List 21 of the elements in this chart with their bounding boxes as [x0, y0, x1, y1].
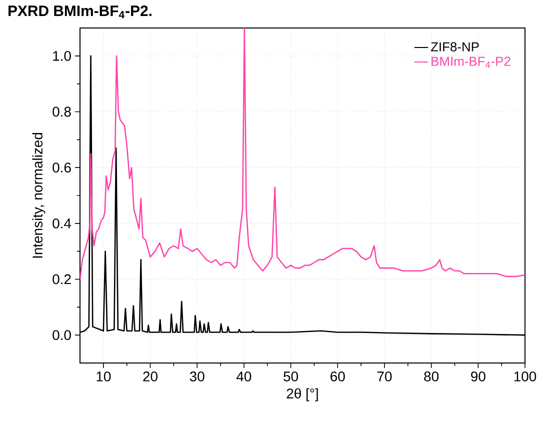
- legend-label: BMIm-BF$_{4}$-P2: [432, 56, 510, 68]
- x-tick-label: 10: [96, 372, 111, 382]
- x-tick-label: 20: [143, 372, 158, 382]
- x-tick-label: 100: [514, 372, 536, 382]
- x-tick-label: 70: [377, 372, 392, 382]
- legend-label: ZIF8-NP: [430, 42, 479, 52]
- y-tick-label: 1.0: [53, 50, 71, 61]
- x-tick-label: 50: [284, 372, 298, 382]
- y-axis-title: Intensity, normalized: [32, 132, 46, 258]
- y-tick-label: 0.2: [52, 274, 71, 284]
- y-tick-label: 0.4: [52, 218, 72, 228]
- chart-title: PXRD BMIm-BF$_{4}$-P2.: [8, 6, 152, 18]
- y-tick-label: 0.8: [52, 106, 71, 117]
- x-tick-label: 30: [190, 372, 204, 382]
- x-tick-label: 90: [471, 372, 486, 382]
- y-tick-label: 0.6: [52, 162, 71, 173]
- x-tick-label: 40: [236, 372, 252, 382]
- x-tick-label: 60: [330, 372, 345, 382]
- y-tick-label: 0.0: [52, 330, 71, 340]
- x-tick-label: 80: [424, 372, 439, 382]
- x-axis-title: 2θ [°]: [286, 388, 318, 402]
